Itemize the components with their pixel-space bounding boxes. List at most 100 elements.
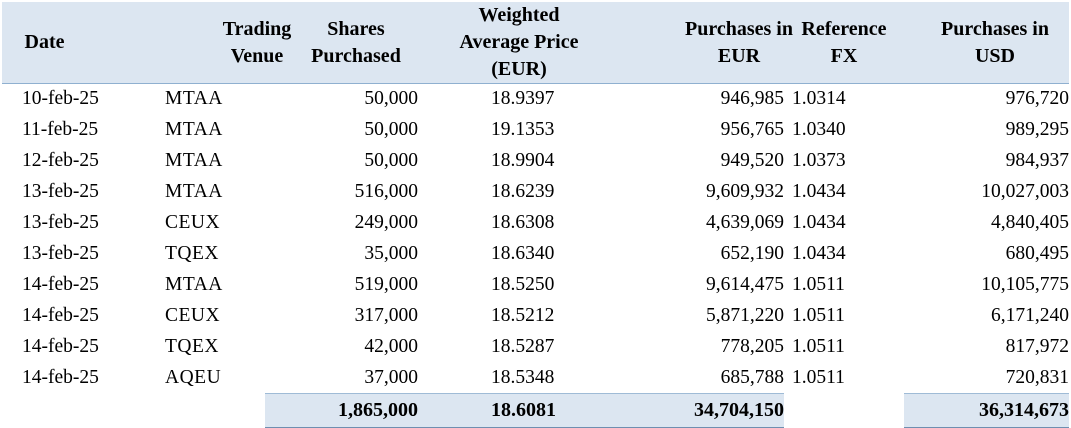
header-weighted-average-price-text: Weighted Average Price (EUR) (459, 4, 579, 80)
cell-fx: 1.0511 (792, 274, 845, 295)
cell-price: 18.6308 (491, 212, 555, 233)
cell-eur: 946,985 (720, 88, 784, 110)
cell-shares: 249,000 (354, 212, 418, 233)
cell-price: 18.9904 (491, 150, 555, 171)
cell-fx: 1.0434 (792, 181, 846, 202)
cell-date: 14-feb-25 (22, 274, 99, 295)
cell-shares: 519,000 (354, 274, 418, 295)
cell-eur: 5,871,220 (706, 305, 784, 326)
cell-eur: 652,190 (720, 243, 784, 264)
header-purchases-usd-text: Purchases in USD (941, 17, 1049, 67)
table-row: 13-feb-25 MTAA 516,000 18.6239 9,609,932… (2, 177, 1069, 208)
total-eur: 34,704,150 (555, 393, 784, 428)
cell-venue: CEUX (165, 305, 221, 326)
cell-venue: TQEX (165, 243, 219, 264)
header-purchases-eur-text: Purchases in EUR (685, 17, 793, 67)
cell-eur: 956,765 (720, 119, 784, 140)
cell-usd: 4,840,405 (991, 212, 1069, 233)
cell-usd: 989,295 (1005, 119, 1069, 140)
header-purchases-eur: Purchases in EUR (555, 2, 793, 84)
cell-fx: 1.0373 (792, 150, 846, 171)
header-trading-venue: Trading Venue (87, 2, 291, 84)
table-row: 12-feb-25 MTAA 50,000 18.9904 949,520 1.… (2, 146, 1069, 177)
cell-usd: 976,720 (1005, 88, 1069, 110)
header-weighted-average-price: Weighted Average Price (EUR) (420, 2, 579, 84)
cell-date: 11-feb-25 (22, 119, 99, 140)
cell-eur: 4,639,069 (706, 212, 784, 233)
total-shares: 1,865,000 (265, 393, 420, 428)
cell-venue: AQEU (165, 367, 222, 388)
header-shares-purchased: Shares Purchased (265, 2, 420, 84)
cell-usd: 720,831 (1005, 366, 1069, 388)
cell-shares: 37,000 (364, 366, 418, 388)
table-row: 13-feb-25 TQEX 35,000 18.6340 652,190 1.… (2, 239, 1069, 270)
cell-price: 18.5212 (491, 305, 555, 326)
cell-date: 13-feb-25 (22, 181, 99, 202)
cell-fx: 1.0511 (792, 336, 845, 357)
cell-price: 19.1353 (491, 119, 555, 140)
cell-date: 14-feb-25 (22, 305, 99, 326)
header-trading-venue-text: Trading Venue (222, 17, 292, 67)
cell-eur: 9,609,932 (706, 181, 784, 202)
cell-fx: 1.0434 (792, 243, 846, 264)
total-price: 18.6081 (420, 393, 556, 428)
cell-eur: 778,205 (720, 336, 784, 357)
cell-fx: 1.0340 (792, 119, 846, 140)
cell-venue: MTAA (165, 150, 223, 171)
cell-eur: 949,520 (720, 150, 784, 171)
cell-price: 18.5287 (491, 336, 555, 357)
cell-shares: 50,000 (364, 119, 418, 140)
cell-shares: 50,000 (364, 88, 418, 110)
cell-venue: MTAA (165, 181, 223, 202)
cell-shares: 42,000 (364, 336, 418, 357)
cell-date: 14-feb-25 (22, 367, 99, 388)
cell-usd: 680,495 (1005, 243, 1069, 264)
cell-price: 18.9397 (491, 88, 555, 110)
cell-eur: 685,788 (720, 366, 784, 388)
cell-venue: TQEX (165, 336, 219, 357)
cell-price: 18.6239 (491, 181, 555, 202)
cell-fx: 1.0511 (792, 367, 845, 388)
cell-shares: 317,000 (354, 305, 418, 326)
cell-usd: 817,972 (1005, 336, 1069, 357)
header-reference-fx: Reference FX (784, 2, 904, 84)
header-row: Date Trading Venue Shares Purchased Weig… (2, 2, 1069, 84)
table-row: 11-feb-25 MTAA 50,000 19.1353 956,765 1.… (2, 115, 1069, 146)
totals-row: 1,865,000 18.6081 34,704,150 36,314,673 (2, 393, 1069, 428)
cell-price: 18.5250 (491, 274, 555, 295)
table-row: 14-feb-25 AQEU 37,000 18.5348 685,788 1.… (2, 363, 1069, 394)
cell-price: 18.5348 (491, 366, 555, 388)
cell-date: 13-feb-25 (22, 243, 99, 264)
cell-date: 12-feb-25 (22, 150, 99, 171)
cell-venue: MTAA (165, 88, 223, 110)
table-row: 14-feb-25 TQEX 42,000 18.5287 778,205 1.… (2, 332, 1069, 363)
table-body: 10-feb-25 MTAA 50,000 18.9397 946,985 1.… (2, 84, 1069, 428)
cell-venue: CEUX (165, 212, 221, 233)
table-row: 14-feb-25 CEUX 317,000 18.5212 5,871,220… (2, 301, 1069, 332)
cell-fx: 1.0314 (792, 88, 846, 110)
cell-date: 14-feb-25 (22, 336, 99, 357)
cell-venue: MTAA (165, 119, 223, 140)
cell-usd: 984,937 (1005, 150, 1069, 171)
totals-blank-fx (784, 394, 904, 428)
cell-price: 18.6340 (491, 243, 555, 264)
total-usd: 36,314,673 (904, 393, 1069, 428)
header-purchases-usd: Purchases in USD (904, 2, 1069, 84)
header-date: Date (2, 2, 87, 84)
table-row: 13-feb-25 CEUX 249,000 18.6308 4,639,069… (2, 208, 1069, 239)
cell-eur: 9,614,475 (706, 274, 784, 295)
cell-date: 13-feb-25 (22, 212, 99, 233)
cell-shares: 35,000 (364, 243, 418, 264)
cell-shares: 50,000 (364, 150, 418, 171)
cell-usd: 10,105,775 (981, 274, 1069, 295)
cell-date: 10-feb-25 (22, 88, 99, 110)
cell-fx: 1.0434 (792, 212, 846, 233)
cell-usd: 6,171,240 (991, 305, 1069, 326)
table-header: Date Trading Venue Shares Purchased Weig… (2, 2, 1069, 84)
table-row: 14-feb-25 MTAA 519,000 18.5250 9,614,475… (2, 270, 1069, 301)
cell-venue: MTAA (165, 274, 223, 295)
header-reference-fx-text: Reference FX (801, 17, 887, 67)
totals-blank-date (2, 394, 87, 428)
cell-fx: 1.0511 (792, 305, 845, 326)
